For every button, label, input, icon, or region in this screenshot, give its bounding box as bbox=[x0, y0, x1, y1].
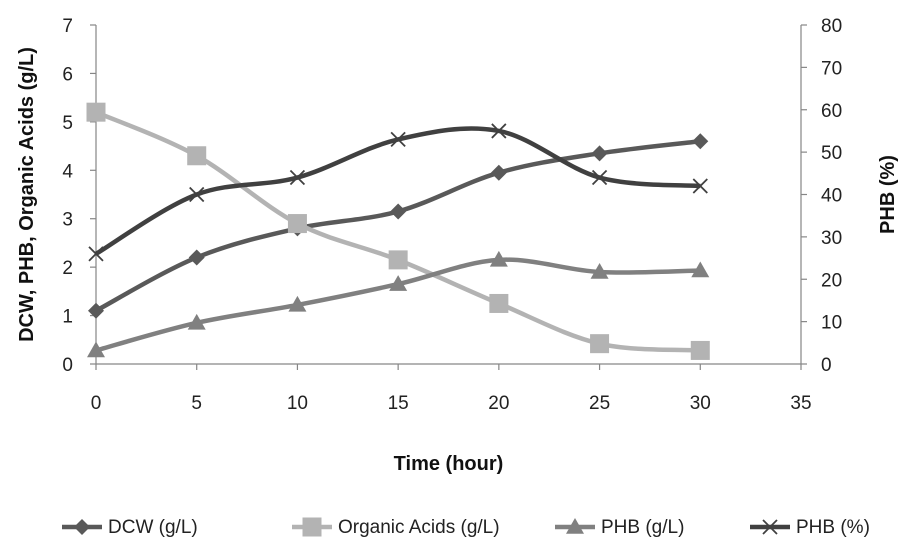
y-left-tick-label: 4 bbox=[62, 161, 73, 182]
y-left-tick-label: 6 bbox=[62, 64, 73, 85]
series-line-phb-g-l bbox=[95, 257, 701, 353]
x-tick-label: 35 bbox=[790, 393, 811, 414]
data-point-dcw-g-l bbox=[390, 203, 407, 220]
x-tick-label: 30 bbox=[690, 393, 711, 414]
series-lines bbox=[94, 110, 701, 353]
legend: DCW (g/L) Organic Acids (g/L) PHB (g/L) PHB… bbox=[62, 517, 870, 538]
data-point-organic-acids-g-l bbox=[287, 214, 307, 234]
y-right-tick-label: 60 bbox=[821, 101, 842, 122]
y-left-tick-label: 1 bbox=[62, 307, 73, 328]
data-point-phb bbox=[390, 131, 406, 148]
data-point-phb-g-l bbox=[489, 250, 508, 267]
data-point-organic-acids-g-l bbox=[388, 250, 408, 270]
legend-label: PHB (%) bbox=[796, 517, 870, 538]
data-point-phb-g-l bbox=[87, 341, 105, 358]
x-tick-label: 25 bbox=[589, 393, 610, 414]
x-tick-label: 15 bbox=[388, 393, 409, 414]
y-right-tick-label: 10 bbox=[821, 313, 842, 334]
y-axis-right-title: PHB (%) bbox=[877, 155, 899, 234]
x-tick-label: 5 bbox=[191, 393, 202, 414]
x-axis-title: Time (hour) bbox=[394, 453, 504, 475]
data-point-dcw-g-l bbox=[490, 164, 507, 181]
y-left-tick-label: 2 bbox=[62, 258, 73, 279]
y-axis-left-title: DCW, PHB, Organic Acids (g/L) bbox=[16, 47, 38, 342]
data-point-phb-g-l bbox=[389, 275, 408, 291]
y-right-tick-label: 40 bbox=[821, 186, 842, 207]
series-markers bbox=[86, 102, 710, 360]
legend-label: Organic Acids (g/L) bbox=[338, 517, 500, 538]
series-line-phb bbox=[94, 126, 701, 256]
data-point-organic-acids-g-l bbox=[86, 102, 106, 122]
data-point-phb-g-l bbox=[691, 261, 710, 278]
series-line-organic-acids-g-l bbox=[95, 110, 701, 353]
data-point-phb bbox=[289, 169, 306, 186]
legend-marker bbox=[302, 517, 322, 537]
legend-marker bbox=[74, 519, 90, 535]
data-point-organic-acids-g-l bbox=[187, 146, 207, 166]
y-right-tick-label: 80 bbox=[821, 16, 842, 37]
x-tick-label: 0 bbox=[91, 393, 102, 414]
data-point-dcw-g-l bbox=[591, 145, 608, 162]
y-right-tick-label: 50 bbox=[821, 143, 842, 164]
y-right-tick-label: 20 bbox=[821, 270, 842, 291]
data-point-dcw-g-l bbox=[188, 249, 205, 266]
data-point-organic-acids-g-l bbox=[690, 340, 710, 360]
data-point-phb bbox=[189, 186, 205, 203]
data-point-organic-acids-g-l bbox=[489, 293, 509, 313]
legend-marker bbox=[566, 518, 584, 534]
data-point-dcw-g-l bbox=[692, 133, 709, 150]
data-point-phb bbox=[491, 123, 507, 139]
data-point-phb bbox=[591, 169, 608, 186]
y-left-tick-label: 5 bbox=[62, 113, 73, 134]
x-tick-label: 20 bbox=[488, 393, 509, 414]
data-point-phb-g-l bbox=[590, 262, 609, 279]
data-point-phb-g-l bbox=[288, 295, 307, 312]
y-left-tick-label: 7 bbox=[62, 16, 73, 37]
data-point-dcw-g-l bbox=[88, 302, 104, 319]
y-left-tick-label: 3 bbox=[62, 210, 73, 231]
legend-label: DCW (g/L) bbox=[108, 517, 198, 538]
data-point-organic-acids-g-l bbox=[590, 334, 610, 354]
x-tick-label: 10 bbox=[287, 393, 308, 414]
legend-label: PHB (g/L) bbox=[601, 517, 684, 538]
data-point-phb-g-l bbox=[187, 313, 206, 330]
y-left-tick-label: 0 bbox=[62, 355, 73, 376]
y-right-tick-label: 0 bbox=[821, 355, 832, 376]
legend-marker bbox=[762, 519, 778, 535]
y-right-tick-label: 30 bbox=[821, 228, 842, 249]
y-right-tick-label: 70 bbox=[821, 58, 842, 79]
data-point-phb bbox=[692, 178, 708, 194]
data-point-phb bbox=[88, 246, 104, 262]
